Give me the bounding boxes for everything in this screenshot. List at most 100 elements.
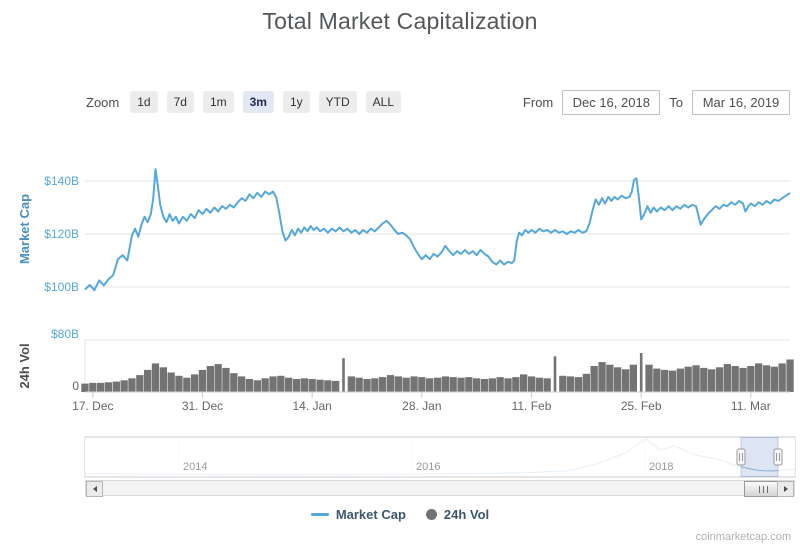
volume-bar[interactable] [590, 366, 598, 392]
volume-bar[interactable] [332, 380, 340, 392]
volume-bar[interactable] [755, 363, 763, 392]
scrollbar-left-button[interactable] [86, 481, 103, 497]
volume-bar[interactable] [136, 375, 144, 392]
volume-bar[interactable] [418, 377, 426, 392]
volume-bar[interactable] [269, 376, 277, 392]
navigator-left-handle[interactable] [736, 448, 746, 466]
volume-bar[interactable] [496, 377, 504, 392]
volume-bar[interactable] [324, 380, 332, 392]
legend-item-market-cap[interactable]: Market Cap [310, 507, 406, 522]
volume-bar[interactable] [402, 377, 410, 392]
volume-bar[interactable] [598, 362, 606, 392]
volume-bar[interactable] [700, 367, 708, 392]
volume-bar[interactable] [238, 376, 246, 392]
volume-bar[interactable] [292, 379, 301, 392]
volume-bar[interactable] [661, 369, 669, 392]
volume-bar[interactable] [512, 377, 520, 392]
volume-bar[interactable] [527, 376, 536, 392]
scrollbar-thumb[interactable] [744, 481, 782, 497]
volume-bar[interactable] [261, 378, 269, 392]
volume-bar[interactable] [739, 367, 747, 392]
volume-bar[interactable] [386, 375, 395, 392]
navigator-scrollbar-track[interactable] [85, 480, 795, 497]
volume-bar[interactable] [112, 381, 120, 392]
zoom-button-all[interactable]: ALL [365, 91, 402, 113]
volume-bar[interactable] [441, 376, 449, 392]
scrollbar-right-button[interactable] [777, 481, 794, 497]
to-date-input[interactable] [692, 90, 790, 115]
volume-bar[interactable] [668, 370, 677, 392]
volume-bar[interactable] [473, 378, 481, 392]
volume-bar[interactable] [480, 379, 489, 392]
zoom-button-1y[interactable]: 1y [282, 91, 310, 113]
navigator-right-handle[interactable] [773, 448, 783, 466]
zoom-button-ytd[interactable]: YTD [318, 91, 357, 113]
volume-bar[interactable] [731, 366, 739, 392]
volume-bar[interactable] [206, 366, 214, 392]
volume-bar[interactable] [629, 364, 637, 392]
volume-bar[interactable] [676, 368, 684, 392]
volume-bar[interactable] [426, 378, 434, 392]
volume-bar[interactable] [230, 373, 238, 392]
volume-bar[interactable] [253, 380, 261, 392]
zoom-button-1m[interactable]: 1m [202, 91, 234, 113]
volume-bar[interactable] [183, 377, 191, 392]
volume-bar[interactable] [355, 377, 363, 392]
volume-bar[interactable] [128, 378, 136, 392]
volume-bar[interactable] [653, 368, 661, 392]
volume-bar[interactable] [410, 376, 418, 392]
volume-bar[interactable] [191, 374, 199, 392]
zoom-button-1d[interactable]: 1d [130, 91, 158, 113]
volume-bar[interactable] [621, 369, 630, 393]
volume-bar[interactable] [394, 376, 402, 392]
volume-bar[interactable] [488, 378, 496, 392]
volume-bar[interactable] [371, 378, 379, 392]
volume-bar[interactable] [198, 369, 207, 392]
legend-item-24h-vol[interactable]: 24h Vol [425, 507, 489, 522]
volume-bar[interactable] [747, 366, 755, 392]
volume-bar[interactable] [762, 365, 771, 392]
volume-bar[interactable] [715, 367, 724, 392]
volume-bar[interactable] [167, 372, 175, 393]
volume-bar[interactable] [222, 367, 230, 392]
volume-bar[interactable] [582, 373, 590, 392]
volume-bar[interactable] [347, 376, 355, 392]
volume-bar[interactable] [214, 364, 222, 392]
volume-bar[interactable] [543, 378, 551, 392]
volume-bar[interactable] [535, 377, 543, 392]
market-cap-line[interactable] [84, 168, 791, 292]
volume-bar[interactable] [81, 383, 89, 392]
volume-bar[interactable] [520, 374, 528, 392]
volume-bar[interactable] [363, 379, 371, 392]
volume-bar[interactable] [277, 375, 285, 393]
volume-bar[interactable] [645, 364, 653, 392]
volume-bar[interactable] [692, 365, 700, 392]
volume-bar[interactable] [144, 369, 152, 392]
volume-bar[interactable] [379, 377, 387, 392]
volume-bar[interactable] [770, 366, 778, 392]
volume-bar[interactable] [342, 358, 345, 392]
volume-bar[interactable] [723, 364, 731, 392]
volume-bar[interactable] [465, 377, 473, 392]
volume-bar[interactable] [684, 366, 692, 392]
volume-bar[interactable] [786, 359, 794, 393]
volume-bar[interactable] [316, 379, 324, 392]
volume-bar[interactable] [639, 353, 643, 392]
volume-bar[interactable] [104, 382, 113, 393]
navigator-selected-range[interactable] [740, 437, 779, 477]
from-date-input[interactable] [562, 90, 661, 115]
volume-bar[interactable] [433, 377, 442, 392]
volume-bar[interactable] [553, 356, 557, 393]
volume-bar[interactable] [457, 377, 465, 392]
volume-bar[interactable] [300, 378, 308, 392]
chart-plot-area[interactable]: $100B $120B $140B 0 $80B 17. Dec 31. Dec 14. Ja… [0, 130, 800, 500]
zoom-button-3m[interactable]: 3m [242, 91, 274, 113]
volume-bar[interactable] [285, 377, 293, 392]
volume-bar[interactable] [559, 375, 567, 393]
volume-bar[interactable] [574, 377, 583, 392]
volume-bar[interactable] [120, 380, 128, 392]
volume-bar[interactable] [449, 377, 457, 392]
volume-bar[interactable] [606, 364, 614, 392]
volume-bar[interactable] [89, 382, 97, 392]
volume-bar[interactable] [567, 376, 575, 392]
